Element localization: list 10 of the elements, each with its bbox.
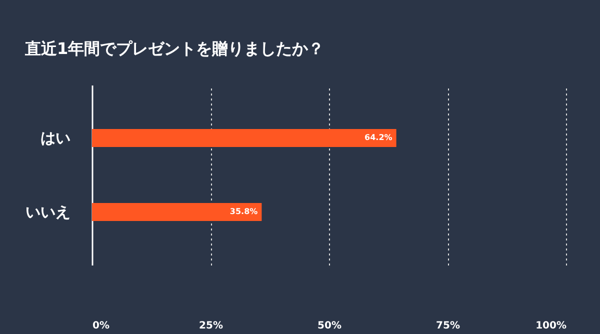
- chart-title: 直近1年間でプレゼントを贈りましたか？: [24, 39, 324, 58]
- data-label: 35.8%: [230, 206, 258, 216]
- x-tick-label: 75%: [436, 320, 460, 332]
- data-label: 64.2%: [364, 133, 392, 142]
- y-tick-label: はい: [40, 129, 70, 148]
- x-tick-label: 0%: [92, 320, 110, 332]
- x-tick-label: 100%: [536, 320, 566, 332]
- y-tick-label: いいえ: [26, 202, 70, 221]
- x-tick-label: 50%: [318, 320, 342, 332]
- x-tick-label: 25%: [199, 320, 223, 332]
